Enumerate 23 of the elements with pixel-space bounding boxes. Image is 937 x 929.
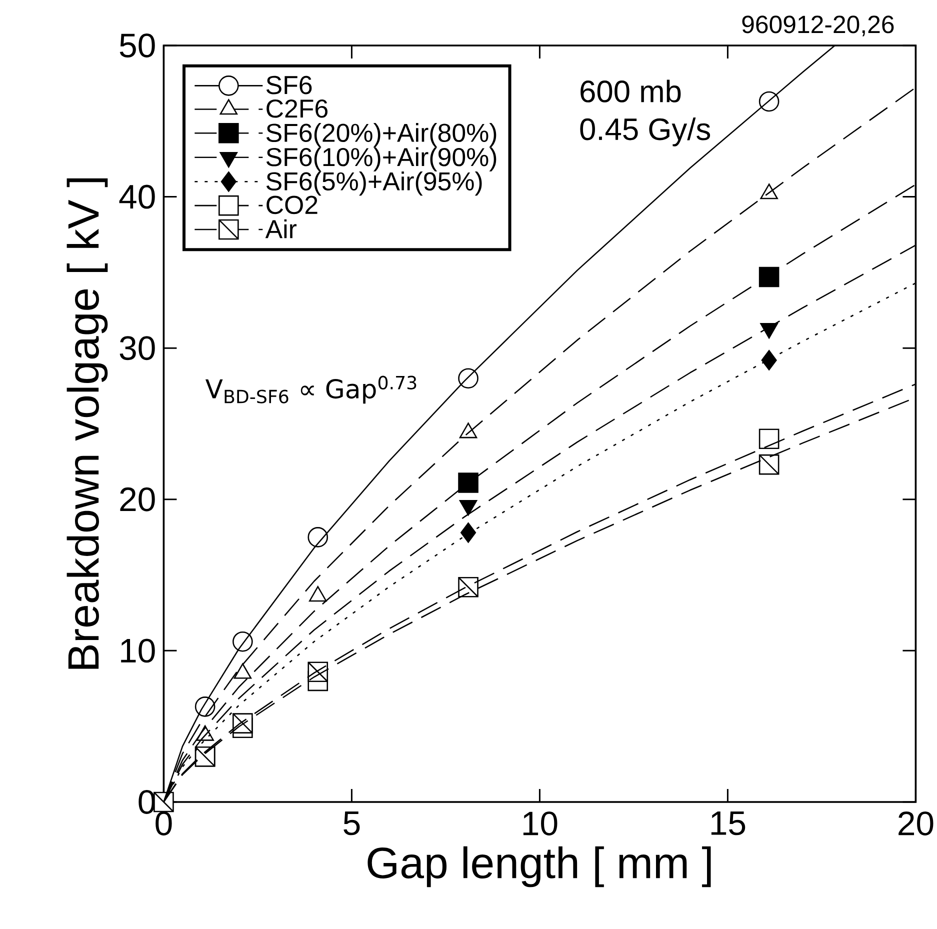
y-tick-label: 30 bbox=[120, 336, 155, 360]
y-tick-label: 20 bbox=[120, 487, 155, 512]
legend-label: C2F6 bbox=[266, 99, 328, 118]
legend-label: SF6 bbox=[266, 76, 312, 94]
x-tick-label: 15 bbox=[711, 811, 746, 836]
y-tick-label: 50 bbox=[120, 33, 155, 58]
x-tick-label: 20 bbox=[898, 812, 934, 836]
x-axis-title: Gap length [ mm ] bbox=[368, 846, 711, 888]
legend-label: SF6(10%)+Air(90%) bbox=[266, 147, 496, 172]
x-tick-label: 0 bbox=[156, 812, 172, 836]
legend-label: SF6(5%)+Air(95%) bbox=[266, 172, 482, 196]
x-tick-label: 10 bbox=[523, 812, 558, 836]
legend-label: SF6(20%)+Air(80%) bbox=[266, 123, 496, 148]
text: 960912-20,26 bbox=[742, 16, 894, 36]
annotation: 600 mb bbox=[580, 80, 681, 102]
x-tick-label: 5 bbox=[344, 811, 360, 836]
legend-label: Air bbox=[265, 219, 297, 238]
legend-label: CO2 bbox=[266, 196, 318, 214]
annotation: 0.45 Gy/s bbox=[580, 118, 710, 146]
annotation: V$_{BD-SF6}$ ∝ Gap$^{0.73}$ bbox=[205, 376, 416, 404]
y-tick-label: 40 bbox=[119, 184, 155, 209]
y-tick-label: 10 bbox=[121, 638, 155, 663]
y-axis-title: Breakdown volgage [ kV ] bbox=[66, 178, 108, 669]
